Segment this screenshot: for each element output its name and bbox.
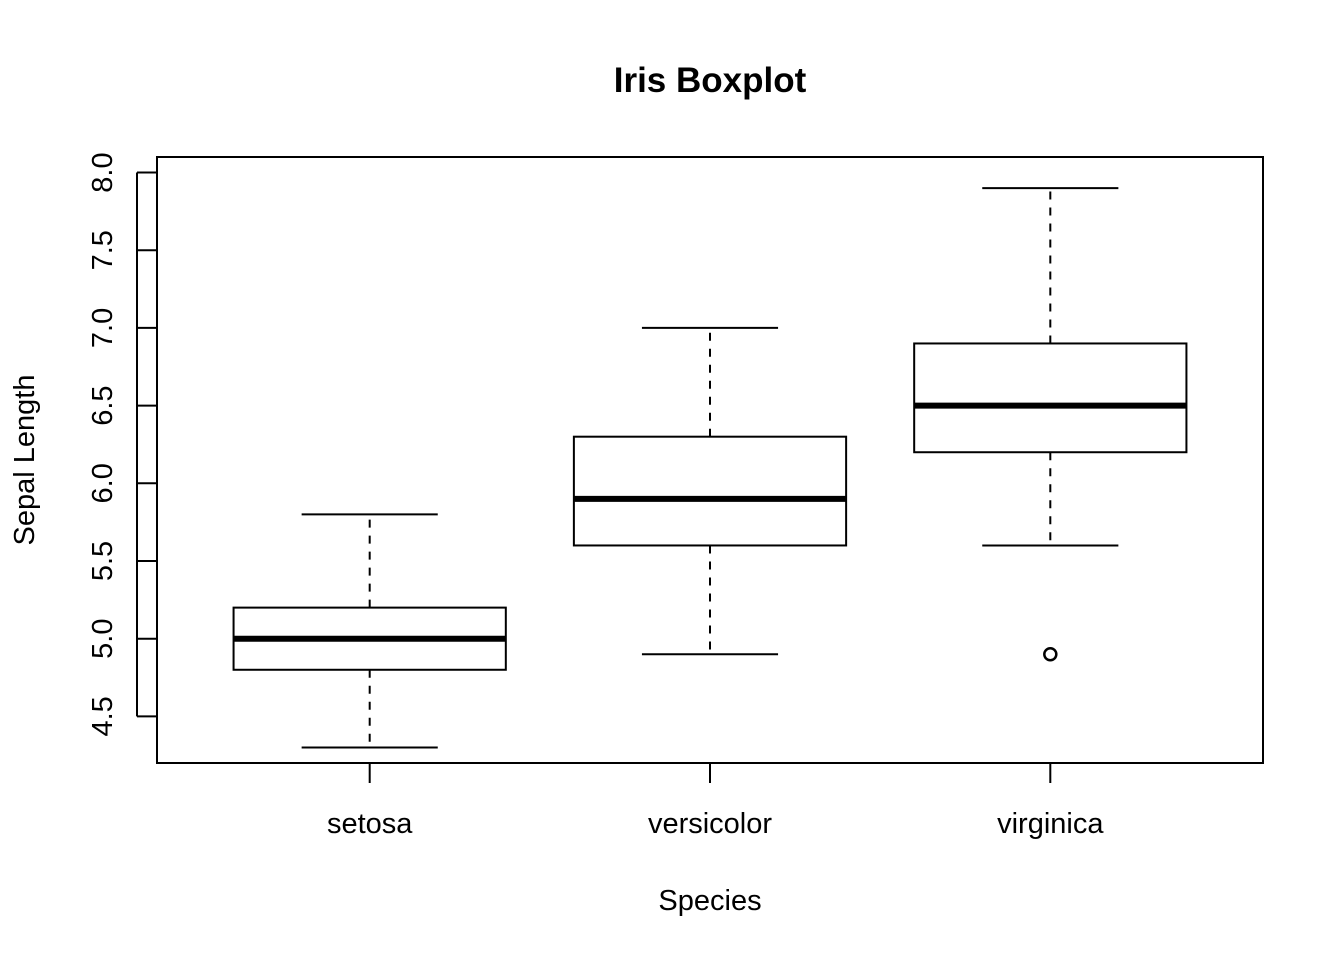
box-iqr (913, 342, 1188, 454)
x-axis-label: Species (658, 885, 761, 917)
box-group (232, 187, 1188, 749)
y-tick-label: 8.0 (87, 152, 119, 192)
y-tick-label: 5.5 (87, 541, 119, 581)
box-iqr (572, 435, 848, 547)
y-axis: 4.5 5.0 5.5 6.0 6.5 7.0 7.5 8.0 (87, 152, 157, 737)
x-tick-label: virginica (997, 808, 1104, 840)
chart-title: Iris Boxplot (614, 61, 807, 100)
y-tick-label: 7.0 (87, 308, 119, 348)
y-tick-label: 7.5 (87, 230, 119, 270)
x-axis: setosa versicolor virginica (327, 763, 1104, 840)
outlier-point (1043, 646, 1058, 662)
y-tick-label: 6.0 (87, 463, 119, 503)
x-tick-label: setosa (327, 808, 413, 840)
x-tick-label: versicolor (648, 808, 772, 840)
y-tick-label: 4.5 (87, 696, 119, 736)
y-tick-label: 6.5 (87, 385, 119, 425)
y-tick-label: 5.0 (87, 619, 119, 659)
y-axis-label: Sepal Length (9, 375, 41, 546)
